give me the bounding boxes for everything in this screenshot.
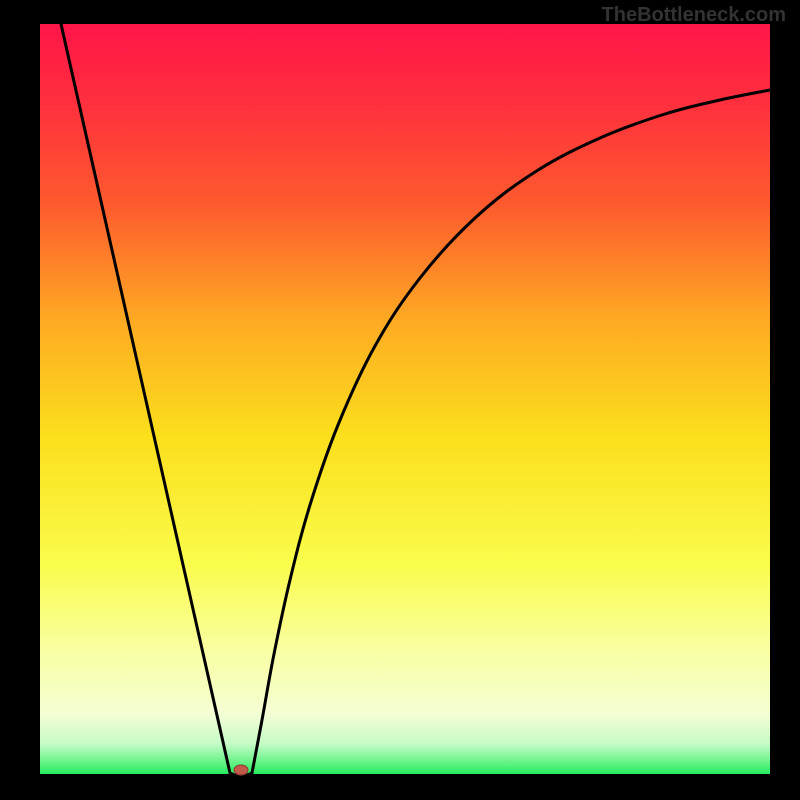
optimal-point-marker <box>234 765 248 775</box>
attribution-label: TheBottleneck.com <box>602 4 786 27</box>
bottleneck-chart: TheBottleneck.com <box>0 0 800 800</box>
chart-svg <box>0 0 800 800</box>
plot-area-rect <box>40 24 770 774</box>
